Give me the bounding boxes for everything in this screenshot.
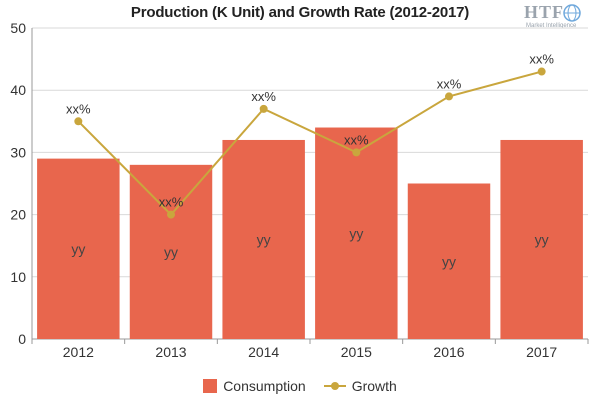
growth-data-label: xx% xyxy=(344,132,369,147)
growth-data-label: xx% xyxy=(529,52,554,67)
logo-subtext: Market Intelligence xyxy=(526,23,577,29)
growth-point xyxy=(537,67,546,76)
legend-item-growth[interactable]: Growth xyxy=(323,378,397,394)
x-tick-label: 2016 xyxy=(433,344,464,360)
y-tick-label: 50 xyxy=(10,20,26,36)
chart-title: Production (K Unit) and Growth Rate (201… xyxy=(130,4,470,21)
growth-point xyxy=(445,92,453,101)
x-tick-label: 2013 xyxy=(155,344,186,360)
bar xyxy=(222,139,305,339)
bar xyxy=(315,127,398,340)
bar-data-label: yy xyxy=(349,225,363,241)
logo-text: HTF xyxy=(524,2,565,22)
bar xyxy=(407,183,491,339)
legend-label-growth: Growth xyxy=(351,378,397,394)
growth-data-label: xx% xyxy=(159,195,184,210)
htf-logo: HTF Market Intelligence xyxy=(524,2,586,36)
bar-data-label: yy xyxy=(535,231,549,247)
growth-data-label: xx% xyxy=(251,89,276,104)
legend: Consumption Growth xyxy=(0,378,600,394)
y-tick-label: 20 xyxy=(10,207,26,223)
bar xyxy=(37,158,120,339)
growth-data-label: xx% xyxy=(66,101,91,116)
y-tick-label: 10 xyxy=(10,269,26,285)
bar-data-label: yy xyxy=(71,241,85,257)
y-tick-label: 0 xyxy=(18,331,26,347)
x-tick-label: 2015 xyxy=(341,344,372,360)
y-tick-label: 30 xyxy=(10,144,26,160)
y-tick-label: 40 xyxy=(10,82,26,98)
bar xyxy=(500,139,583,339)
legend-item-consumption[interactable]: Consumption xyxy=(203,378,306,394)
globe-icon xyxy=(563,4,581,22)
bar-data-label: yy xyxy=(442,253,456,269)
growth-line xyxy=(77,70,542,217)
bar-data-label: yy xyxy=(257,231,271,247)
x-tick-label: 2012 xyxy=(63,344,94,360)
legend-swatch-consumption xyxy=(203,379,218,393)
growth-point xyxy=(259,104,268,113)
growth-point xyxy=(352,148,361,157)
growth-data-label: xx% xyxy=(437,76,462,91)
bar-data-label: yy xyxy=(164,244,178,260)
growth-point xyxy=(167,210,175,219)
growth-point xyxy=(74,117,83,126)
bar xyxy=(129,164,213,339)
legend-label-consumption: Consumption xyxy=(223,378,306,394)
legend-swatch-growth xyxy=(323,380,346,392)
x-tick-label: 2017 xyxy=(526,344,557,360)
combo-chart: 0 10 20 30 40 50 2012 2013 2014 2015 2016 2017 yy yy y… xyxy=(10,20,589,360)
x-tick-label: 2014 xyxy=(248,344,279,360)
